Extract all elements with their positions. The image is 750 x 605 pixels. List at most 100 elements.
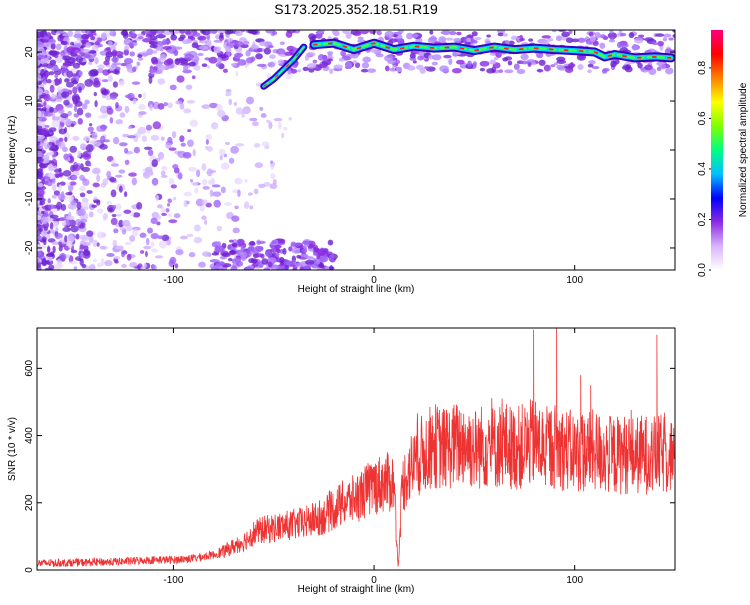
noise-blob: [220, 162, 230, 170]
noise-blob: [131, 177, 138, 186]
noise-blob: [115, 101, 119, 109]
band-blob: [608, 39, 616, 43]
noise-blob: [133, 134, 139, 143]
noise-blob: [138, 93, 142, 98]
noise-blob: [196, 169, 201, 178]
noise-blob: [69, 181, 77, 186]
low-band-blob: [257, 240, 266, 245]
noise-blob: [188, 166, 197, 172]
noise-blob: [201, 199, 208, 205]
band-blob: [94, 57, 99, 65]
noise-blob: [124, 159, 130, 166]
band-blob: [42, 57, 50, 64]
band-blob: [267, 62, 273, 67]
noise-blob: [41, 216, 49, 225]
low-band-blob: [317, 263, 325, 269]
noise-blob: [66, 181, 71, 186]
band-blob: [305, 51, 316, 57]
band-blob: [567, 63, 576, 68]
noise-blob: [168, 219, 178, 224]
noise-blob: [81, 177, 87, 182]
noise-blob: [47, 204, 56, 210]
band-blob: [213, 49, 222, 54]
noise-blob: [202, 185, 210, 190]
band-blob: [80, 48, 90, 53]
noise-blob: [78, 70, 83, 77]
band-blob: [231, 62, 237, 67]
band-blob: [210, 30, 218, 35]
noise-blob: [235, 70, 239, 77]
noise-blob: [157, 78, 166, 85]
noise-blob: [236, 48, 243, 54]
noise-blob: [144, 166, 153, 173]
band-blob: [43, 42, 51, 48]
low-band-blob: [306, 263, 312, 268]
noise-blob: [270, 160, 274, 164]
noise-blob: [213, 199, 221, 208]
noise-blob: [165, 142, 172, 149]
band-blob: [85, 42, 92, 48]
band-blob: [265, 30, 272, 34]
low-band-blob: [228, 239, 234, 243]
noise-blob: [107, 75, 113, 82]
noise-blob: [65, 192, 73, 196]
noise-blob: [113, 228, 119, 234]
noise-blob: [106, 200, 113, 206]
colorbar-tick-label: 0.0: [697, 263, 708, 277]
noise-blob: [216, 103, 223, 112]
noise-blob: [259, 106, 264, 111]
noise-blob: [109, 177, 117, 183]
band-blob: [519, 60, 530, 65]
band-blob: [287, 68, 292, 75]
band-blob: [493, 56, 499, 61]
band-blob: [655, 33, 665, 37]
ridge-core: [313, 42, 672, 59]
noise-blob: [206, 34, 211, 41]
band-blob: [479, 60, 490, 67]
band-blob: [406, 32, 414, 40]
noise-blob: [136, 61, 140, 66]
band-blob: [519, 37, 525, 42]
noise-blob: [101, 79, 109, 83]
noise-blob: [37, 121, 45, 127]
band-blob: [467, 60, 473, 68]
noise-blob: [43, 93, 51, 102]
noise-blob: [118, 219, 124, 228]
noise-blob: [37, 200, 40, 205]
band-blob: [661, 63, 667, 70]
noise-blob: [155, 194, 159, 202]
band-blob: [474, 37, 482, 41]
noise-blob: [201, 215, 207, 221]
band-blob: [526, 59, 536, 63]
band-blob: [148, 41, 158, 45]
noise-blob: [119, 227, 125, 231]
noise-blob: [93, 92, 97, 97]
noise-blob: [270, 173, 276, 179]
low-band-blob: [211, 252, 220, 256]
low-band-blob: [312, 252, 319, 256]
band-blob: [628, 32, 635, 39]
snr-y-ticks: 0 200 400 600: [24, 360, 675, 573]
band-blob: [663, 33, 672, 38]
band-blob: [227, 37, 234, 43]
band-blob: [471, 31, 478, 37]
noise-blob: [177, 172, 183, 180]
band-blob: [489, 59, 497, 65]
band-blob: [449, 30, 457, 36]
noise-blob: [186, 100, 196, 104]
band-blob: [456, 31, 462, 36]
band-blob: [149, 35, 158, 41]
noise-blob: [193, 64, 201, 71]
band-blob: [599, 34, 607, 39]
noise-blob: [176, 75, 185, 83]
band-blob: [672, 30, 675, 33]
low-band-blob: [321, 249, 329, 257]
band-blob: [317, 63, 328, 69]
noise-blob: [114, 245, 123, 250]
band-blob: [70, 52, 78, 57]
noise-blob: [145, 124, 153, 131]
band-blob: [419, 68, 426, 74]
noise-blob: [44, 111, 48, 117]
noise-blob: [96, 231, 105, 239]
